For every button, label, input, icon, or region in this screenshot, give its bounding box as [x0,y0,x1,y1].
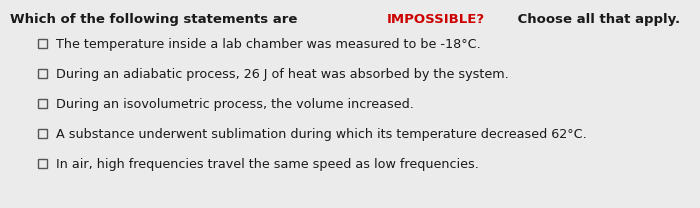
Bar [38,69,47,78]
Text: Which of the following statements are: Which of the following statements are [10,13,302,26]
Bar [38,99,47,108]
Text: A substance underwent sublimation during which its temperature decreased 62°C.: A substance underwent sublimation during… [56,128,587,141]
Bar [38,129,47,138]
Text: Choose all that apply.: Choose all that apply. [513,13,680,26]
Text: During an adiabatic process, 26 J of heat was absorbed by the system.: During an adiabatic process, 26 J of hea… [56,68,509,81]
Text: The temperature inside a lab chamber was measured to be -18°C.: The temperature inside a lab chamber was… [56,38,481,51]
Text: During an isovolumetric process, the volume increased.: During an isovolumetric process, the vol… [56,98,414,111]
Text: IMPOSSIBLE?: IMPOSSIBLE? [387,13,485,26]
Text: In air, high frequencies travel the same speed as low frequencies.: In air, high frequencies travel the same… [56,158,479,171]
Bar [38,39,47,48]
Bar [38,159,47,168]
